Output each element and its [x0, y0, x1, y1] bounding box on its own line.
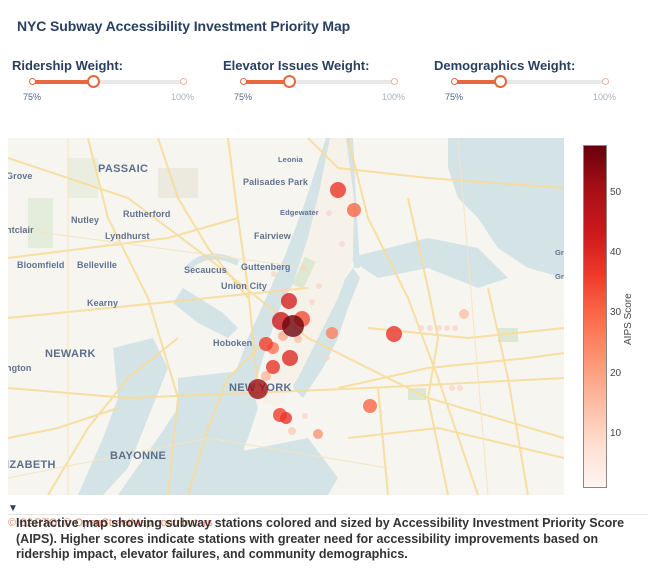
slider-max-label: 100%: [171, 92, 195, 102]
slider-min-label: 75%: [234, 92, 253, 102]
station-markers[interactable]: [8, 138, 564, 495]
station-marker[interactable]: [427, 325, 433, 331]
station-marker[interactable]: [266, 360, 280, 374]
station-marker[interactable]: [326, 327, 338, 339]
map-place-label: Hoboken: [213, 338, 253, 348]
map-place-label: IZABETH: [8, 459, 56, 471]
station-marker[interactable]: [288, 427, 296, 435]
map-place-label: ntclair: [8, 225, 34, 235]
slider-track[interactable]: [451, 75, 609, 88]
station-marker[interactable]: [282, 350, 298, 366]
map-place-label: Gr: [555, 248, 564, 257]
station-marker[interactable]: [316, 283, 322, 289]
station-marker[interactable]: [449, 385, 455, 391]
station-marker[interactable]: [261, 371, 271, 381]
map-place-label: Bloomfield: [17, 260, 65, 270]
caption-toggle-icon[interactable]: ▼: [8, 503, 18, 514]
station-marker[interactable]: [457, 385, 463, 391]
colorbar-tick-label: 20: [610, 367, 622, 379]
colorbar-tick-label: 40: [610, 247, 622, 259]
map-place-label: Leonia: [278, 155, 303, 164]
map-place-label: Edgewater: [280, 208, 319, 217]
station-marker[interactable]: [326, 210, 332, 216]
figure-caption: Interactive map showing subway stations …: [16, 516, 625, 561]
slider-track[interactable]: [240, 75, 398, 88]
station-marker[interactable]: [271, 271, 277, 277]
slider-max-tick: [180, 78, 187, 85]
demographics-weight-slider[interactable]: Demographics Weight: 75% 100%: [434, 56, 617, 106]
slider-min-tick: [240, 78, 247, 85]
station-marker[interactable]: [302, 413, 308, 419]
station-marker[interactable]: [294, 335, 302, 343]
slider-min-label: 75%: [445, 92, 464, 102]
slider-min-label: 75%: [23, 92, 42, 102]
map-place-label: Union City: [221, 281, 267, 291]
map-place-label: Belleville: [77, 260, 118, 270]
colorbar-tick-label: 30: [610, 307, 622, 319]
map-canvas[interactable]: PASSAIC Grove Leonia Palisades Park Rutherfo…: [8, 138, 564, 495]
map-place-label: Fairview: [254, 231, 291, 241]
station-marker[interactable]: [452, 325, 458, 331]
slider-label: Demographics Weight:: [434, 58, 576, 73]
map-place-label: Guttenberg: [241, 262, 291, 272]
slider-track[interactable]: [29, 75, 187, 88]
station-marker[interactable]: [418, 325, 424, 331]
slider-min-tick: [29, 78, 36, 85]
station-marker[interactable]: [248, 379, 268, 399]
map-place-label: Lyndhurst: [105, 231, 150, 241]
map-attribution[interactable]: © CARTO, © OpenStreetMap contributors: [8, 517, 213, 529]
station-marker[interactable]: [281, 293, 297, 309]
colorbar-tick-label: 10: [610, 427, 622, 439]
station-marker[interactable]: [363, 399, 377, 413]
map-place-label: PASSAIC: [98, 163, 149, 175]
slider-max-label: 100%: [593, 92, 617, 102]
slider-max-tick: [391, 78, 398, 85]
slider-label: Elevator Issues Weight:: [223, 58, 370, 73]
colorbar-gradient: [583, 145, 607, 488]
station-marker[interactable]: [301, 265, 307, 271]
divider: [8, 514, 648, 515]
station-marker[interactable]: [309, 299, 315, 305]
map-place-label: BAYONNE: [110, 450, 167, 462]
station-marker[interactable]: [444, 325, 450, 331]
station-marker[interactable]: [324, 355, 330, 361]
map-place-label: Rutherford: [123, 209, 171, 219]
slider-handle[interactable]: [87, 75, 100, 88]
map-place-label: Gr: [555, 272, 564, 281]
station-marker[interactable]: [281, 288, 287, 294]
slider-fill: [32, 80, 93, 84]
slider-min-tick: [451, 78, 458, 85]
slider-handle[interactable]: [494, 75, 507, 88]
slider-handle[interactable]: [283, 75, 296, 88]
slider-max-tick: [602, 78, 609, 85]
map-place-label: Grove: [8, 171, 33, 181]
slider-fill: [243, 80, 289, 84]
map-place-label: Secaucus: [184, 265, 227, 275]
station-marker[interactable]: [282, 315, 304, 337]
station-marker[interactable]: [347, 203, 361, 217]
station-marker[interactable]: [280, 412, 292, 424]
map-place-label: NEWARK: [45, 348, 96, 360]
station-marker[interactable]: [259, 337, 273, 351]
station-marker[interactable]: [313, 429, 323, 439]
slider-max-label: 100%: [382, 92, 406, 102]
map-place-label: Kearny: [87, 298, 119, 308]
station-marker[interactable]: [330, 182, 346, 198]
elevator-issues-weight-slider[interactable]: Elevator Issues Weight: 75% 100%: [223, 56, 406, 106]
colorbar-title: AIPS Score: [623, 293, 634, 345]
station-marker[interactable]: [459, 309, 469, 319]
station-marker[interactable]: [436, 325, 442, 331]
page-title: NYC Subway Accessibility Investment Prio…: [17, 18, 351, 34]
ridership-weight-slider[interactable]: Ridership Weight: 75% 100%: [12, 56, 195, 106]
map-place-label: Palisades Park: [243, 177, 308, 187]
colorbar-tick-label: 50: [610, 187, 622, 199]
slider-label: Ridership Weight:: [12, 58, 123, 73]
map-place-label: Nutley: [71, 215, 100, 225]
map-place-label: ngton: [8, 363, 32, 373]
slider-fill: [454, 80, 500, 84]
colorbar: 50 40 30 20 10 AIPS Score: [583, 145, 655, 490]
station-marker[interactable]: [386, 326, 402, 342]
station-marker[interactable]: [339, 241, 345, 247]
